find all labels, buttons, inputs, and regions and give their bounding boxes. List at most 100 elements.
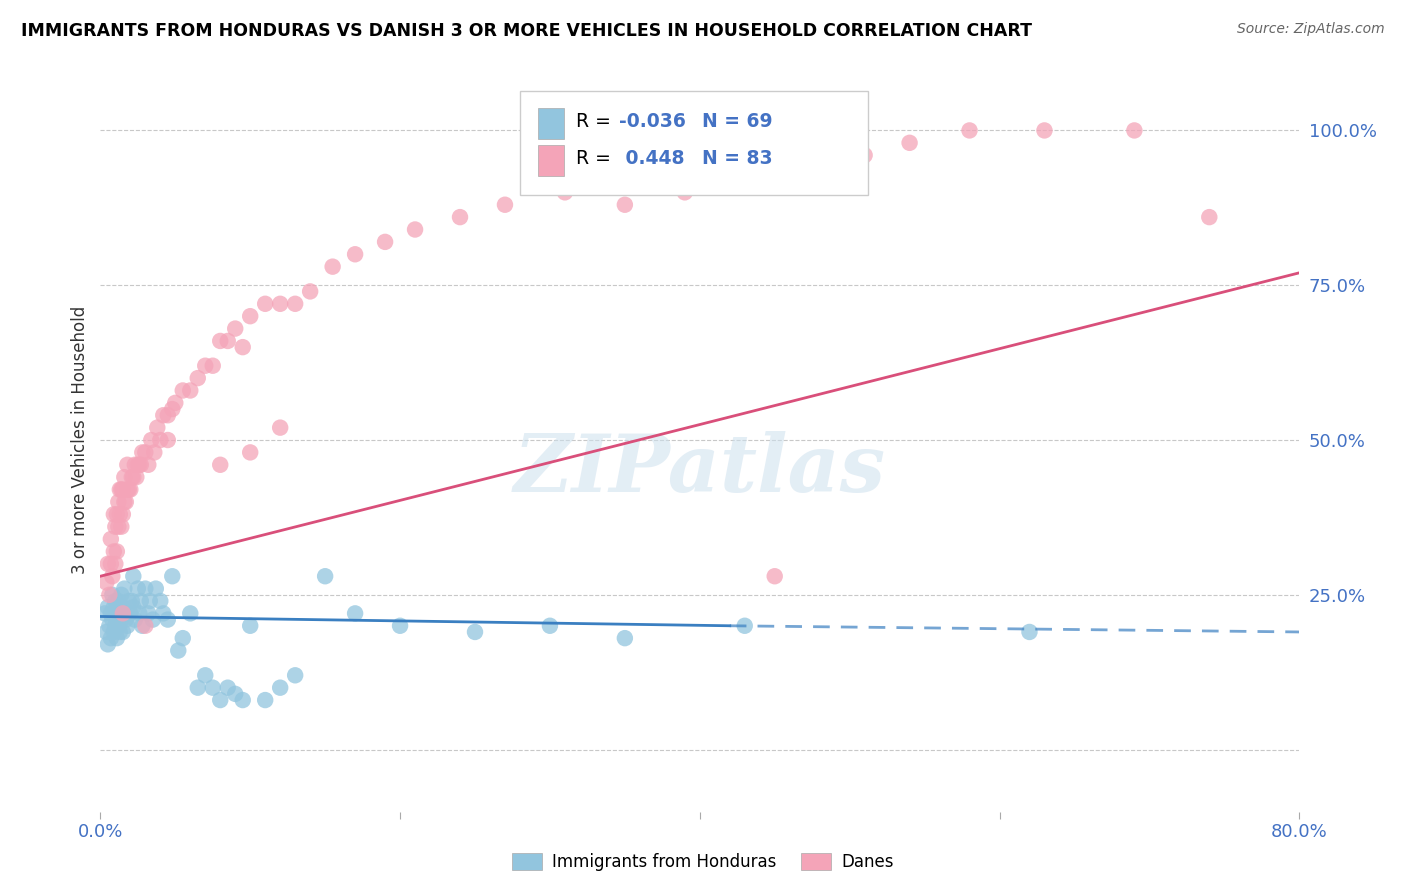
Point <box>97 557 120 571</box>
Point <box>98 619 121 633</box>
Point <box>108 624 131 639</box>
Point <box>404 222 426 236</box>
Point <box>344 607 367 621</box>
Point <box>898 136 921 150</box>
Point <box>959 123 981 137</box>
Point <box>209 693 232 707</box>
Point <box>98 588 121 602</box>
Point <box>100 607 122 621</box>
Point <box>239 445 262 459</box>
Point <box>389 619 412 633</box>
Point <box>494 198 516 212</box>
Point <box>201 681 224 695</box>
Point <box>187 371 209 385</box>
Point <box>156 433 179 447</box>
Text: Source: ZipAtlas.com: Source: ZipAtlas.com <box>1237 22 1385 37</box>
Text: IMMIGRANTS FROM HONDURAS VS DANISH 3 OR MORE VEHICLES IN HOUSEHOLD CORRELATION C: IMMIGRANTS FROM HONDURAS VS DANISH 3 OR … <box>21 22 1032 40</box>
Point <box>239 619 262 633</box>
Point <box>108 508 131 522</box>
Point <box>112 470 135 484</box>
Point <box>124 613 146 627</box>
Point <box>763 569 786 583</box>
Point <box>105 544 128 558</box>
Text: N = 69: N = 69 <box>702 112 773 131</box>
Point <box>94 607 117 621</box>
Point <box>284 668 307 682</box>
Point <box>149 433 172 447</box>
Point <box>165 396 187 410</box>
Point <box>538 619 561 633</box>
Point <box>179 384 201 398</box>
Point <box>100 557 122 571</box>
Point <box>162 569 184 583</box>
Point <box>108 483 131 497</box>
Point <box>110 613 132 627</box>
Text: 0.448: 0.448 <box>620 149 685 168</box>
Text: R =: R = <box>576 112 617 131</box>
Point <box>105 607 128 621</box>
Point <box>96 624 118 639</box>
Point <box>120 483 142 497</box>
Point <box>112 582 135 596</box>
Point <box>152 409 174 423</box>
Point <box>111 607 134 621</box>
Point <box>101 588 124 602</box>
Point <box>314 569 336 583</box>
Point <box>107 495 129 509</box>
Point <box>118 594 141 608</box>
Point <box>101 613 124 627</box>
Point <box>217 681 239 695</box>
Point <box>146 420 169 434</box>
Point <box>111 600 134 615</box>
Point <box>149 594 172 608</box>
Point <box>254 297 277 311</box>
FancyBboxPatch shape <box>520 91 868 194</box>
Legend: Immigrants from Honduras, Danes: Immigrants from Honduras, Danes <box>503 845 903 880</box>
Text: -0.036: -0.036 <box>620 112 686 131</box>
Point <box>141 433 163 447</box>
Point <box>110 519 132 533</box>
Point <box>103 624 125 639</box>
Point <box>136 607 159 621</box>
Point <box>449 210 471 224</box>
Point <box>374 235 396 249</box>
Point <box>299 285 322 299</box>
Point <box>269 681 291 695</box>
Point <box>104 557 127 571</box>
Point <box>162 402 184 417</box>
Point <box>111 508 134 522</box>
Point <box>108 607 131 621</box>
Point <box>734 173 756 187</box>
Point <box>194 668 217 682</box>
Point <box>112 607 135 621</box>
Point <box>117 483 139 497</box>
Point <box>129 458 152 472</box>
Point <box>734 619 756 633</box>
Point <box>121 470 143 484</box>
Point <box>103 600 125 615</box>
Point <box>269 297 291 311</box>
Point <box>97 600 120 615</box>
Point <box>179 607 201 621</box>
Point <box>100 631 122 645</box>
Point <box>103 508 125 522</box>
Point <box>209 334 232 348</box>
Point <box>103 544 125 558</box>
Point <box>125 470 148 484</box>
Point <box>107 619 129 633</box>
Point <box>254 693 277 707</box>
Text: ZIPatlas: ZIPatlas <box>513 431 886 508</box>
Point <box>134 582 156 596</box>
Point <box>232 693 254 707</box>
Point <box>143 445 166 459</box>
Point <box>122 569 145 583</box>
Point <box>232 340 254 354</box>
Point <box>110 483 132 497</box>
Point <box>167 643 190 657</box>
Point <box>107 594 129 608</box>
FancyBboxPatch shape <box>538 145 564 177</box>
Point <box>152 607 174 621</box>
Point <box>97 637 120 651</box>
Point <box>217 334 239 348</box>
Point <box>128 458 150 472</box>
